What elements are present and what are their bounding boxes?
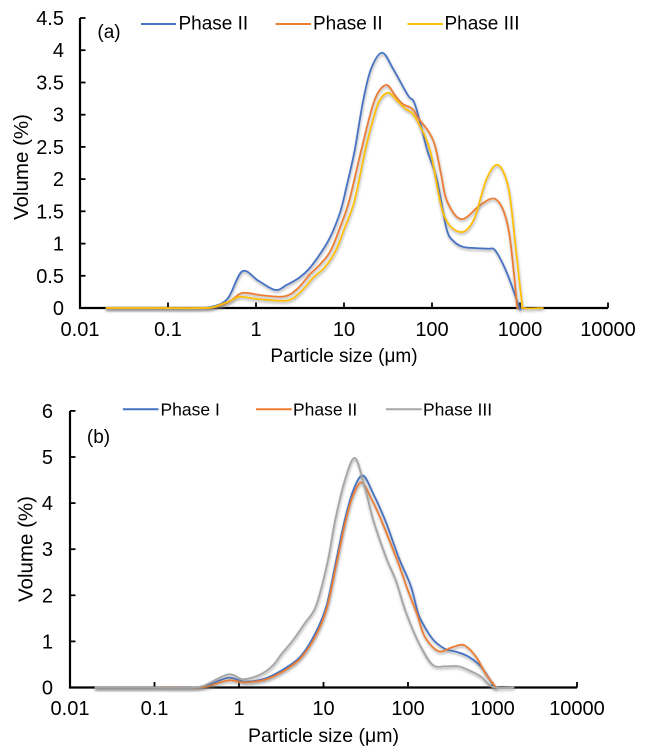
svg-text:5: 5 — [42, 447, 53, 469]
svg-text:3: 3 — [53, 105, 64, 127]
svg-text:1: 1 — [42, 631, 53, 653]
svg-text:10000: 10000 — [549, 698, 605, 720]
svg-text:6: 6 — [42, 401, 53, 423]
svg-text:Phase I: Phase I — [161, 399, 220, 419]
svg-text:100: 100 — [415, 319, 448, 341]
svg-text:4: 4 — [42, 493, 53, 515]
svg-text:Particle size (μm): Particle size (μm) — [248, 725, 399, 747]
svg-text:2: 2 — [42, 585, 53, 607]
svg-text:0.01: 0.01 — [51, 698, 90, 720]
svg-text:4: 4 — [53, 40, 64, 62]
svg-text:1000: 1000 — [498, 319, 543, 341]
svg-text:(a): (a) — [97, 22, 120, 43]
svg-text:3: 3 — [42, 539, 53, 561]
svg-text:Phase III: Phase III — [423, 399, 492, 419]
svg-text:0.01: 0.01 — [61, 319, 100, 341]
svg-text:2: 2 — [53, 169, 64, 191]
svg-text:4.5: 4.5 — [36, 8, 64, 30]
svg-text:0: 0 — [53, 298, 64, 320]
svg-text:Volume (%): Volume (%) — [10, 114, 33, 220]
svg-text:1.5: 1.5 — [36, 201, 64, 223]
svg-text:1: 1 — [233, 698, 244, 720]
svg-text:10000: 10000 — [580, 319, 636, 341]
svg-text:0.1: 0.1 — [154, 319, 182, 341]
svg-text:0.5: 0.5 — [36, 266, 64, 288]
svg-text:0.1: 0.1 — [141, 698, 169, 720]
svg-text:(b): (b) — [87, 427, 110, 448]
svg-text:Phase III: Phase III — [445, 14, 520, 35]
svg-text:1: 1 — [250, 319, 261, 341]
svg-text:0: 0 — [42, 678, 53, 700]
svg-text:100: 100 — [391, 698, 424, 720]
svg-text:Phase II: Phase II — [293, 399, 357, 419]
svg-text:Particle size (μm): Particle size (μm) — [270, 346, 417, 367]
svg-text:Phase II: Phase II — [313, 14, 383, 35]
svg-text:3.5: 3.5 — [36, 73, 64, 95]
svg-text:10: 10 — [333, 319, 355, 341]
svg-text:10: 10 — [312, 698, 334, 720]
svg-text:1000: 1000 — [470, 698, 515, 720]
svg-text:Phase II: Phase II — [179, 14, 249, 35]
svg-text:1: 1 — [53, 234, 64, 256]
svg-text:Volume (%): Volume (%) — [15, 496, 38, 602]
svg-text:2.5: 2.5 — [36, 137, 64, 159]
